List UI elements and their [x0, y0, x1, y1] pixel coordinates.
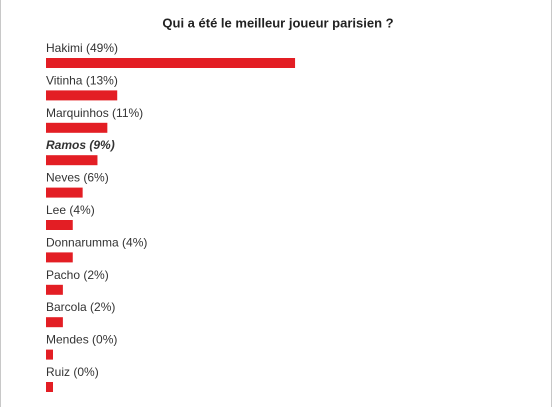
option-percent: (4%) [122, 236, 147, 250]
result-bar [46, 155, 98, 166]
option-label: Ramos (9%) [46, 138, 115, 152]
option-percent: (0%) [92, 333, 117, 347]
option-percent: (49%) [86, 41, 118, 55]
option-label: Marquinhos (11%) [46, 106, 143, 120]
result-bar [46, 317, 63, 328]
option-label: Mendes (0%) [46, 333, 117, 347]
option-name: Lee [46, 203, 66, 217]
result-bar [46, 220, 73, 230]
option-percent: (9%) [89, 138, 114, 152]
result-bar [46, 252, 73, 263]
result-bar [46, 90, 118, 101]
result-bar [46, 284, 63, 295]
option-label: Donnarumma (4%) [46, 236, 147, 250]
option-percent: (2%) [90, 300, 115, 314]
option-percent: (2%) [83, 268, 108, 282]
result-bar [46, 58, 296, 68]
option-percent: (4%) [69, 203, 94, 217]
option-name: Hakimi [46, 41, 83, 55]
option-percent: (6%) [83, 171, 108, 185]
poll-title: Qui a été le meilleur joueur parisien ? [162, 15, 393, 30]
result-bar [46, 187, 83, 198]
option-percent: (11%) [112, 106, 143, 120]
option-name: Barcola [46, 300, 87, 314]
option-label: Hakimi (49%) [46, 41, 118, 55]
result-bar [46, 382, 53, 392]
option-name: Pacho [46, 268, 80, 282]
option-label: Vitinha (13%) [46, 74, 118, 88]
option-label: Lee (4%) [46, 203, 95, 217]
option-name: Mendes [46, 333, 89, 347]
option-label: Ruiz (0%) [46, 365, 99, 379]
option-name: Marquinhos [46, 106, 109, 120]
option-label: Neves (6%) [46, 171, 109, 185]
option-name: Vitinha [46, 74, 83, 88]
option-name: Neves [46, 171, 80, 185]
option-name: Donnarumma [46, 236, 119, 250]
option-name: Ramos [46, 138, 86, 152]
option-name: Ruiz [46, 365, 70, 379]
option-percent: (13%) [86, 74, 118, 88]
option-label: Pacho (2%) [46, 268, 109, 282]
result-bar [46, 122, 108, 133]
option-percent: (0%) [73, 365, 98, 379]
option-label: Barcola (2%) [46, 300, 115, 314]
result-bar [46, 349, 53, 360]
